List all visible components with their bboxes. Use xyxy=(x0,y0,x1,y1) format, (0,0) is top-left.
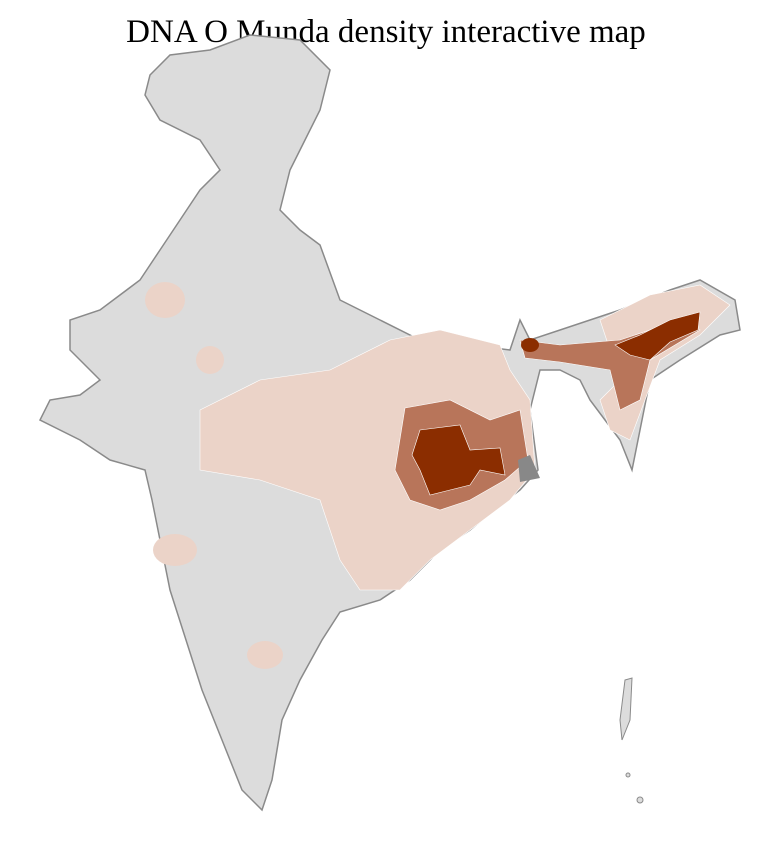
nicobar-island xyxy=(625,772,631,778)
region-high-jharkhand[interactable] xyxy=(411,424,506,496)
region-low-south[interactable] xyxy=(153,534,197,566)
map-title: DNA O Munda density interactive map xyxy=(126,14,646,50)
region-low-west[interactable] xyxy=(145,282,185,318)
region-low-south2[interactable] xyxy=(247,641,283,669)
nicobar-island xyxy=(636,796,644,804)
region-low-west2[interactable] xyxy=(196,346,224,374)
andaman-islands xyxy=(619,677,633,741)
region-high-assam[interactable] xyxy=(614,311,701,361)
region-low-central-east[interactable] xyxy=(199,329,536,591)
region-high-north-bengal[interactable] xyxy=(521,338,539,352)
region-outside-data xyxy=(518,455,540,482)
